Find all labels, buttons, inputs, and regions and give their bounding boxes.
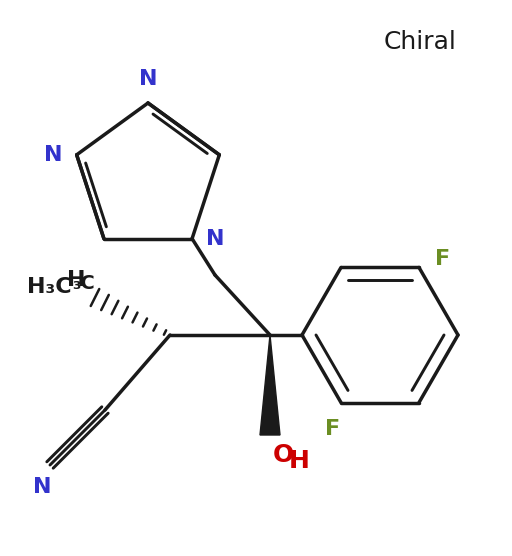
Text: O: O xyxy=(273,443,294,467)
Text: F: F xyxy=(326,419,340,439)
Text: N: N xyxy=(139,69,157,89)
Text: N: N xyxy=(44,145,62,165)
Text: H₃C: H₃C xyxy=(27,277,72,297)
Text: H: H xyxy=(67,270,85,290)
Text: F: F xyxy=(435,250,450,270)
Text: Chiral: Chiral xyxy=(383,30,456,54)
Text: ₃C: ₃C xyxy=(72,274,95,293)
Text: N: N xyxy=(33,477,51,497)
Text: H: H xyxy=(289,449,310,473)
Polygon shape xyxy=(260,335,280,435)
Text: N: N xyxy=(206,229,225,249)
